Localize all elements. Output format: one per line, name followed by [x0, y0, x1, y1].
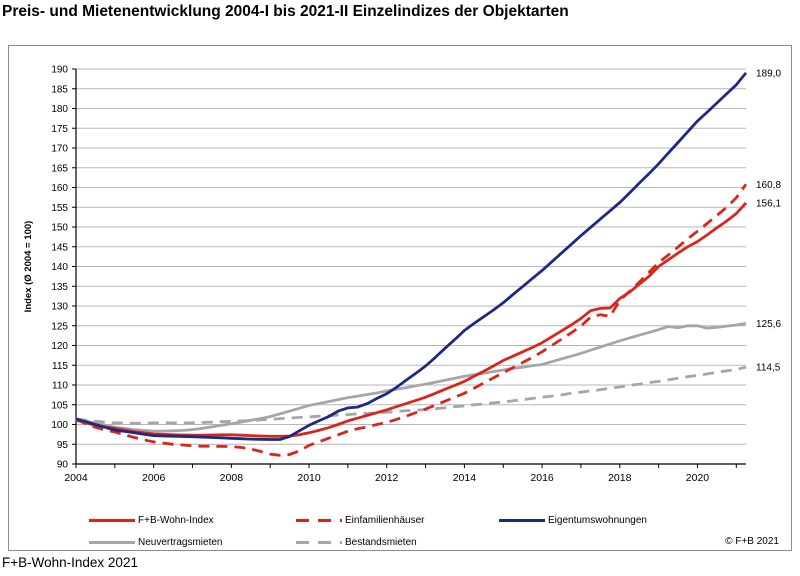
legend-item-eigentumswohnungen: Eigentumswohnungen [499, 514, 647, 526]
svg-text:155: 155 [51, 203, 68, 214]
svg-text:100: 100 [51, 420, 68, 431]
svg-text:90: 90 [57, 460, 69, 471]
end-value-label: 189,0 [756, 68, 781, 79]
chart-frame: 90 95 100 105 110 115 120 125 130 135 140 145 150 155… [8, 45, 792, 551]
legend-swatch-gray-solid [89, 540, 135, 544]
svg-text:165: 165 [51, 163, 68, 174]
svg-text:2006: 2006 [142, 472, 166, 484]
end-value-label: 125,6 [756, 319, 781, 330]
series-line-bestandsmieten [75, 365, 747, 425]
svg-text:2004: 2004 [64, 472, 88, 484]
svg-text:2018: 2018 [608, 472, 632, 484]
end-value-label: 160,8 [756, 180, 781, 191]
series-line-neuvertragsmieten [75, 322, 747, 433]
series-line-einfamilienh-user [75, 183, 748, 457]
legend-label: F+B-Wohn-Index [138, 514, 214, 526]
svg-text:130: 130 [51, 302, 68, 313]
series-line-f-b-wohn-index [75, 201, 748, 438]
legend-label: Bestandsmieten [345, 536, 417, 548]
svg-text:125: 125 [51, 321, 68, 332]
svg-text:115: 115 [52, 361, 68, 372]
series-line-eigentumswohnungen [75, 72, 748, 441]
svg-text:105: 105 [51, 400, 68, 411]
legend-item-einfamilienhaeuser: Einfamilienhäuser [296, 514, 425, 526]
legend-item-neuvertragsmieten: Neuvertragsmieten [89, 536, 222, 548]
legend-swatch-red-dashed [296, 518, 342, 522]
chart-plot: 90 95 100 105 110 115 120 125 130 135 140 145 150 155… [23, 65, 781, 485]
svg-text:185: 185 [51, 84, 68, 95]
svg-text:2008: 2008 [220, 472, 244, 484]
svg-text:135: 135 [51, 282, 68, 293]
svg-text:2010: 2010 [297, 472, 321, 484]
svg-text:140: 140 [51, 262, 68, 273]
legend-item-fb-wohn-index: F+B-Wohn-Index [89, 514, 214, 526]
svg-text:190: 190 [51, 65, 68, 76]
legend-item-bestandsmieten: Bestandsmieten [296, 536, 417, 548]
legend-label: Eigentumswohnungen [548, 514, 647, 526]
svg-text:145: 145 [51, 242, 68, 253]
svg-text:150: 150 [51, 223, 68, 234]
svg-text:2016: 2016 [530, 472, 554, 484]
legend-swatch-blue-solid [499, 518, 545, 522]
footer-source-label: F+B-Wohn-Index 2021 [2, 555, 138, 570]
svg-text:2014: 2014 [453, 472, 477, 484]
svg-text:110: 110 [52, 381, 68, 392]
svg-text:2020: 2020 [686, 472, 710, 484]
legend-label: Einfamilienhäuser [345, 514, 425, 526]
svg-text:170: 170 [51, 144, 68, 155]
copyright-note: © F+B 2021 [725, 536, 779, 547]
legend-label: Neuvertragsmieten [138, 536, 223, 548]
svg-text:160: 160 [51, 183, 68, 194]
legend-swatch-red-solid [89, 518, 135, 522]
svg-text:175: 175 [51, 124, 68, 135]
end-value-label: 114,5 [756, 363, 781, 374]
y-axis-title: Index (Ø 2004 = 100) [23, 221, 34, 313]
chart-title: Preis- und Mietenentwicklung 2004-I bis … [2, 3, 569, 20]
svg-text:180: 180 [51, 104, 68, 115]
svg-text:120: 120 [51, 341, 68, 352]
end-value-label: 156,1 [756, 198, 781, 209]
svg-text:2012: 2012 [375, 472, 399, 484]
svg-text:95: 95 [57, 440, 69, 451]
legend-swatch-gray-dashed [296, 540, 342, 544]
